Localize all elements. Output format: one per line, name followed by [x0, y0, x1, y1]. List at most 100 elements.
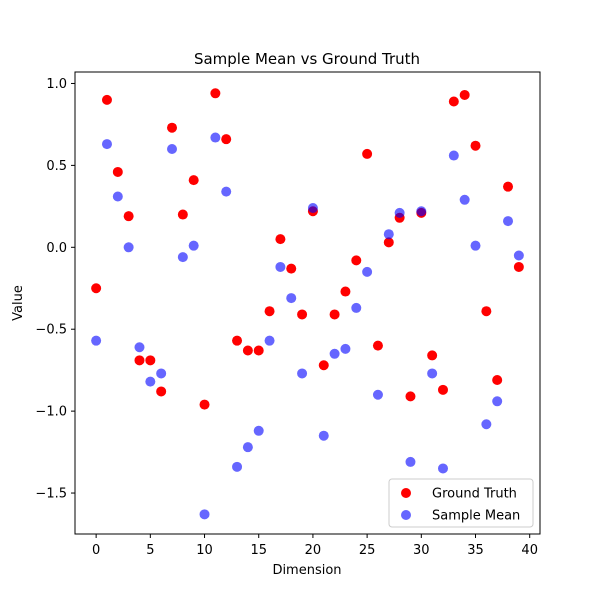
point-sample-mean — [448, 150, 459, 161]
data-points — [91, 88, 524, 520]
point-ground-truth — [112, 166, 123, 177]
point-ground-truth — [210, 88, 221, 99]
point-sample-mean — [232, 461, 243, 472]
point-sample-mean — [470, 240, 481, 251]
x-tick-label: 35 — [467, 543, 484, 558]
y-tick-label: −0.5 — [35, 323, 67, 338]
point-sample-mean — [372, 389, 383, 400]
point-sample-mean — [351, 302, 362, 313]
point-ground-truth — [101, 94, 112, 105]
point-sample-mean — [318, 430, 329, 441]
point-ground-truth — [232, 335, 243, 346]
point-sample-mean — [503, 216, 514, 227]
point-sample-mean — [297, 368, 308, 379]
point-ground-truth — [297, 309, 308, 320]
point-sample-mean — [112, 191, 123, 202]
point-sample-mean — [383, 229, 394, 240]
point-sample-mean — [253, 425, 264, 436]
point-sample-mean — [156, 368, 167, 379]
point-ground-truth — [470, 140, 481, 151]
point-ground-truth — [199, 399, 210, 410]
x-tick-label: 0 — [92, 543, 100, 558]
y-tick-label: 1.0 — [46, 77, 67, 92]
point-sample-mean — [199, 509, 210, 520]
point-sample-mean — [416, 206, 427, 217]
legend-label-ground-truth: Ground Truth — [432, 487, 517, 502]
point-ground-truth — [156, 386, 167, 397]
point-ground-truth — [318, 360, 329, 371]
y-tick-label: −1.5 — [35, 487, 67, 502]
point-ground-truth — [513, 261, 524, 272]
point-ground-truth — [253, 345, 264, 356]
point-sample-mean — [210, 132, 221, 143]
point-sample-mean — [91, 335, 102, 346]
point-sample-mean — [101, 139, 112, 150]
point-sample-mean — [123, 242, 134, 253]
point-ground-truth — [264, 306, 275, 317]
chart-title: Sample Mean vs Ground Truth — [194, 50, 420, 68]
point-ground-truth — [427, 350, 438, 361]
point-sample-mean — [307, 202, 318, 213]
point-ground-truth — [372, 340, 383, 351]
y-tick-label: −1.0 — [35, 405, 67, 420]
point-ground-truth — [91, 283, 102, 294]
point-ground-truth — [286, 263, 297, 274]
x-tick-label: 5 — [146, 543, 154, 558]
point-sample-mean — [437, 463, 448, 474]
point-sample-mean — [513, 250, 524, 261]
point-ground-truth — [351, 255, 362, 266]
point-sample-mean — [167, 144, 178, 154]
point-ground-truth — [167, 122, 178, 133]
point-ground-truth — [383, 237, 394, 248]
point-sample-mean — [134, 342, 145, 353]
x-tick-label: 10 — [196, 543, 213, 558]
point-ground-truth — [459, 89, 470, 100]
point-ground-truth — [221, 134, 232, 145]
plot-area — [74, 71, 541, 535]
point-ground-truth — [123, 211, 134, 222]
point-sample-mean — [481, 419, 492, 430]
point-sample-mean — [362, 266, 373, 277]
point-ground-truth — [362, 148, 373, 159]
point-ground-truth — [437, 384, 448, 395]
point-sample-mean — [459, 194, 470, 205]
legend-box — [388, 478, 534, 528]
point-ground-truth — [448, 96, 459, 107]
legend: Ground Truth Sample Mean — [388, 478, 534, 528]
y-tick-label: 0.0 — [46, 241, 67, 256]
point-ground-truth — [329, 309, 340, 320]
point-sample-mean — [177, 252, 188, 263]
point-ground-truth — [492, 375, 503, 385]
point-ground-truth — [503, 181, 514, 192]
point-sample-mean — [340, 343, 351, 354]
legend-marker-sample-mean — [401, 510, 411, 520]
point-ground-truth — [145, 355, 156, 366]
point-sample-mean — [264, 335, 275, 346]
legend-marker-ground-truth — [401, 488, 411, 498]
legend-label-sample-mean: Sample Mean — [432, 509, 520, 524]
point-ground-truth — [481, 306, 492, 317]
point-ground-truth — [177, 209, 188, 220]
point-ground-truth — [405, 391, 416, 402]
x-axis-label: Dimension — [272, 563, 341, 578]
point-sample-mean — [286, 293, 297, 304]
point-sample-mean — [242, 442, 253, 453]
x-tick-label: 20 — [305, 543, 322, 558]
point-sample-mean — [329, 348, 340, 359]
point-ground-truth — [275, 234, 286, 245]
x-tick-label: 30 — [413, 543, 430, 558]
x-tick-label: 15 — [250, 543, 267, 558]
y-tick-label: 0.5 — [46, 159, 67, 174]
point-sample-mean — [405, 456, 416, 467]
point-sample-mean — [394, 207, 405, 218]
point-sample-mean — [427, 368, 438, 379]
point-sample-mean — [492, 396, 503, 407]
x-tick-label: 25 — [359, 543, 376, 558]
point-sample-mean — [145, 376, 156, 387]
point-ground-truth — [242, 345, 253, 356]
point-sample-mean — [221, 186, 232, 197]
point-ground-truth — [188, 175, 199, 186]
point-sample-mean — [275, 261, 286, 272]
point-ground-truth — [134, 355, 145, 366]
